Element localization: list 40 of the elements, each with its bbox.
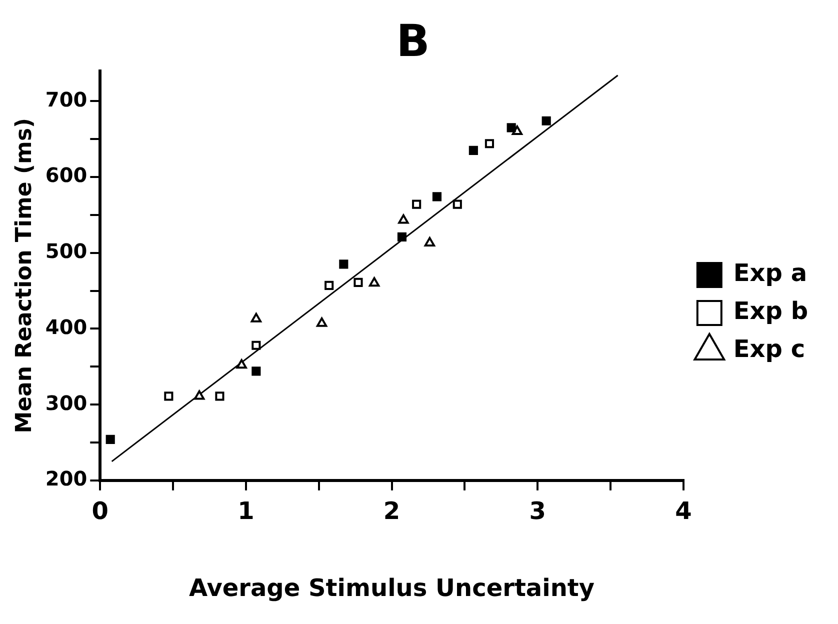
y-axis-title: Mean Reaction Time (ms) xyxy=(12,118,37,434)
point xyxy=(452,200,462,209)
point xyxy=(106,434,115,444)
x-axis-title: Average Stimulus Uncertainty xyxy=(189,574,595,602)
point xyxy=(484,139,494,148)
point xyxy=(252,340,261,350)
y-tick-label: 600 xyxy=(45,163,88,188)
y-tick-label: 400 xyxy=(45,314,88,339)
point xyxy=(424,236,436,246)
point xyxy=(215,392,224,401)
point xyxy=(468,146,478,155)
y-tick-label: 700 xyxy=(45,87,88,112)
point xyxy=(368,277,380,287)
point xyxy=(506,123,516,132)
point xyxy=(316,317,328,327)
y-tick-label: 500 xyxy=(45,239,88,264)
x-tick-label: 2 xyxy=(383,497,400,526)
point xyxy=(194,390,205,400)
point xyxy=(397,232,407,242)
y-tick-label: 300 xyxy=(45,390,88,415)
x-tick-label: 0 xyxy=(92,497,108,526)
point xyxy=(542,116,551,126)
x-tick-label: 1 xyxy=(238,497,254,526)
point xyxy=(164,392,174,401)
point xyxy=(398,214,409,224)
point xyxy=(236,359,247,369)
legend-label: Exp a xyxy=(733,259,808,288)
point xyxy=(354,278,363,287)
point xyxy=(432,192,442,202)
x-tick-label: 4 xyxy=(675,497,692,526)
point xyxy=(252,366,261,376)
legend-label: Exp b xyxy=(733,297,808,326)
point xyxy=(250,312,262,322)
x-tick-label: 3 xyxy=(529,497,546,526)
point xyxy=(412,200,422,209)
legend-label: Exp c xyxy=(733,335,806,364)
y-tick-label: 200 xyxy=(45,466,88,491)
point xyxy=(339,260,348,269)
chart-title: B xyxy=(396,16,430,67)
point xyxy=(324,280,334,290)
